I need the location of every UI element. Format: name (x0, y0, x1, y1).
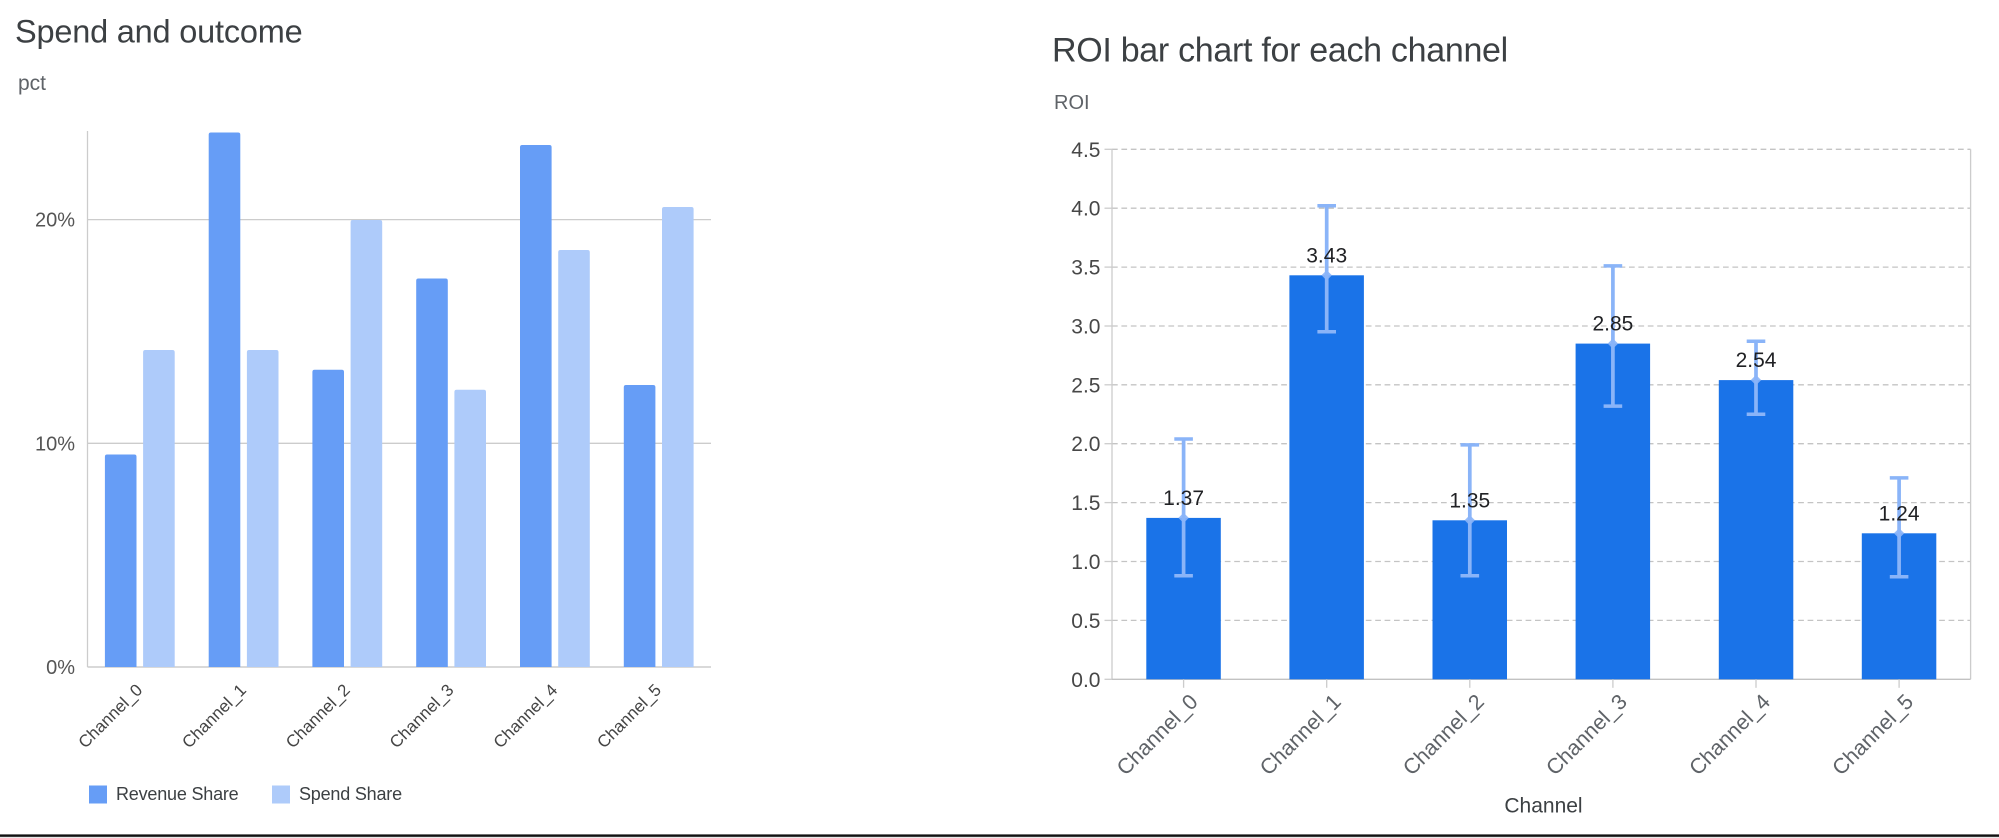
svg-text:4.5: 4.5 (1071, 139, 1100, 162)
svg-text:ROI: ROI (1054, 92, 1090, 114)
svg-text:2.85: 2.85 (1592, 313, 1633, 336)
svg-text:1.0: 1.0 (1071, 551, 1100, 574)
svg-text:ROI bar chart for each channel: ROI bar chart for each channel (1052, 32, 1508, 70)
svg-text:2.5: 2.5 (1071, 374, 1100, 397)
svg-text:1.37: 1.37 (1163, 487, 1204, 510)
svg-text:2.0: 2.0 (1071, 433, 1100, 456)
svg-text:3.43: 3.43 (1306, 244, 1347, 267)
svg-text:0.5: 0.5 (1071, 610, 1100, 633)
svg-text:0.0: 0.0 (1071, 669, 1100, 692)
svg-text:4.0: 4.0 (1071, 198, 1100, 221)
svg-text:10%: 10% (35, 433, 75, 455)
svg-text:pct: pct (18, 72, 46, 95)
svg-text:0%: 0% (46, 657, 75, 679)
svg-text:1.35: 1.35 (1449, 489, 1490, 512)
svg-text:20%: 20% (35, 210, 75, 232)
svg-text:Spend and outcome: Spend and outcome (15, 14, 303, 50)
svg-text:1.24: 1.24 (1879, 502, 1920, 525)
svg-text:Channel: Channel (1504, 795, 1582, 818)
svg-text:3.0: 3.0 (1071, 316, 1100, 339)
svg-text:Spend Share: Spend Share (299, 784, 402, 804)
svg-text:Revenue Share: Revenue Share (116, 784, 239, 804)
svg-text:2.54: 2.54 (1736, 349, 1777, 372)
svg-text:3.5: 3.5 (1071, 257, 1100, 280)
svg-text:1.5: 1.5 (1071, 492, 1100, 515)
